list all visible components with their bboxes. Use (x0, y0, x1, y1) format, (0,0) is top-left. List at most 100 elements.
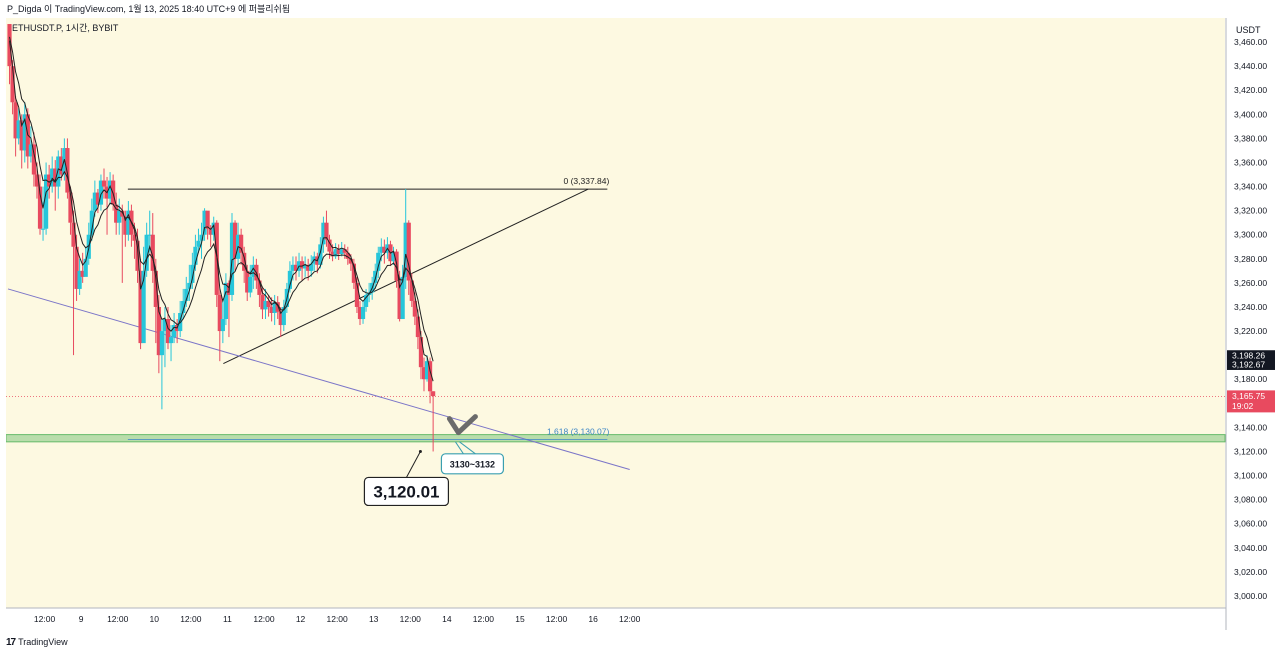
candle-body (138, 270, 143, 344)
candle-body (162, 319, 168, 332)
y-tick-label: 3,440.00 (1234, 61, 1267, 71)
candle-body (165, 319, 171, 344)
y-tick-label: 3,220.00 (1234, 326, 1267, 336)
candle-body (28, 144, 33, 157)
x-tick-label: 15 (515, 614, 525, 624)
candle-body (150, 234, 155, 271)
candle-body (379, 246, 384, 253)
y-tick-label: 3,380.00 (1234, 133, 1267, 143)
y-tick-label: 3,140.00 (1234, 422, 1267, 432)
candle-body (303, 264, 308, 269)
candle-body (287, 270, 292, 289)
candle-body (16, 120, 21, 139)
candle-body (132, 234, 137, 241)
candle-body (415, 316, 420, 338)
candle-body (196, 240, 201, 247)
candle-body (278, 311, 283, 326)
footer-brand: TradingView (18, 637, 68, 647)
y-tick-label: 3,460.00 (1234, 37, 1267, 47)
support-zone (5, 434, 1226, 443)
candle-body (171, 325, 177, 338)
candle-body (421, 367, 427, 380)
candle-body (89, 210, 94, 235)
candle-body (336, 249, 341, 254)
x-tick-label: 12:00 (619, 614, 641, 624)
candle-body (59, 156, 64, 175)
candle-body (373, 270, 378, 283)
x-tick-label: 12 (296, 614, 306, 624)
candle-body (242, 252, 247, 271)
candle-body (348, 258, 353, 264)
candle-body (248, 276, 253, 293)
candle-body (190, 264, 195, 283)
candle-body (40, 228, 46, 230)
y-tick-label: 3,300.00 (1234, 230, 1267, 240)
price-label-box (1227, 358, 1275, 370)
y-tick-label: 3,320.00 (1234, 206, 1267, 216)
candle-body (181, 300, 186, 313)
candle-body (80, 270, 85, 277)
symbol-label: ETHUSDT.P, 1시간, BYBIT (12, 23, 119, 33)
x-tick-label: 12:00 (473, 614, 495, 624)
candle-body (418, 337, 424, 368)
candle-body (339, 249, 344, 254)
candle-body (306, 264, 311, 271)
candle-body (65, 148, 70, 193)
candle-body (31, 144, 37, 175)
zone-callout-box (440, 453, 505, 475)
candle-body (342, 249, 347, 253)
price-label-countdown: 19:02 (1232, 401, 1254, 411)
candle-body (120, 210, 125, 217)
price-label-box (1227, 350, 1275, 362)
low-marker-label: 3,120.01 (373, 482, 439, 501)
publish-line: P_Digda 이 TradingView.com, 1월 13, 2025 1… (7, 4, 291, 14)
y-tick-label: 3,240.00 (1234, 302, 1267, 312)
candle-body (159, 331, 164, 356)
low-marker-pointer (405, 451, 421, 478)
candle-body (424, 361, 430, 380)
candle-body (193, 246, 198, 265)
candle-body (257, 280, 262, 295)
candle-body (117, 210, 122, 223)
candle-body (10, 66, 15, 103)
candle-body (199, 234, 204, 241)
candle-body (187, 282, 192, 289)
candle-body (147, 234, 152, 236)
plot-background (6, 18, 1225, 608)
candle-body (22, 114, 27, 151)
candle-body (321, 222, 326, 245)
candle-body (208, 228, 213, 235)
candle-body (397, 280, 402, 320)
candle-body (71, 222, 76, 247)
chart-frame[interactable]: ETHUSDT.P, 1시간, BYBIT USDT 3,000.00 3,020.0… (5, 18, 1276, 630)
y-tick-label: 3,000.00 (1234, 591, 1267, 601)
tradingview-logo-icon: 17 (6, 636, 16, 648)
candle-body (37, 186, 43, 229)
candle-body (345, 252, 350, 259)
candle-body (251, 264, 256, 277)
candle-body (293, 264, 299, 271)
candle-body (184, 288, 189, 301)
y-tick-label: 3,060.00 (1234, 519, 1267, 529)
candle-body (281, 306, 286, 326)
candle-body (363, 294, 369, 307)
candle-body (107, 180, 113, 199)
candle-body (220, 319, 225, 332)
candle-body (123, 216, 128, 235)
moving-average-line (9, 40, 434, 382)
candle-body (354, 282, 360, 307)
y-tick-label: 3,420.00 (1234, 85, 1267, 95)
currency-label: USDT (1236, 25, 1261, 35)
y-tick-label: 3,280.00 (1234, 254, 1267, 264)
price-chart[interactable]: ETHUSDT.P, 1시간, BYBIT USDT 3,000.00 3,020.0… (5, 18, 1276, 630)
price-axis-background (1226, 18, 1276, 630)
x-tick-label: 12:00 (326, 614, 348, 624)
candle-body (202, 210, 207, 235)
candle-body (223, 282, 228, 320)
zone-callout-pointer (459, 441, 476, 455)
candle-body (357, 306, 363, 320)
x-tick-label: 12:00 (546, 614, 568, 624)
x-tick-label: 12:00 (34, 614, 56, 624)
y-tick-label: 3,400.00 (1234, 109, 1267, 119)
candle-body (403, 222, 408, 277)
